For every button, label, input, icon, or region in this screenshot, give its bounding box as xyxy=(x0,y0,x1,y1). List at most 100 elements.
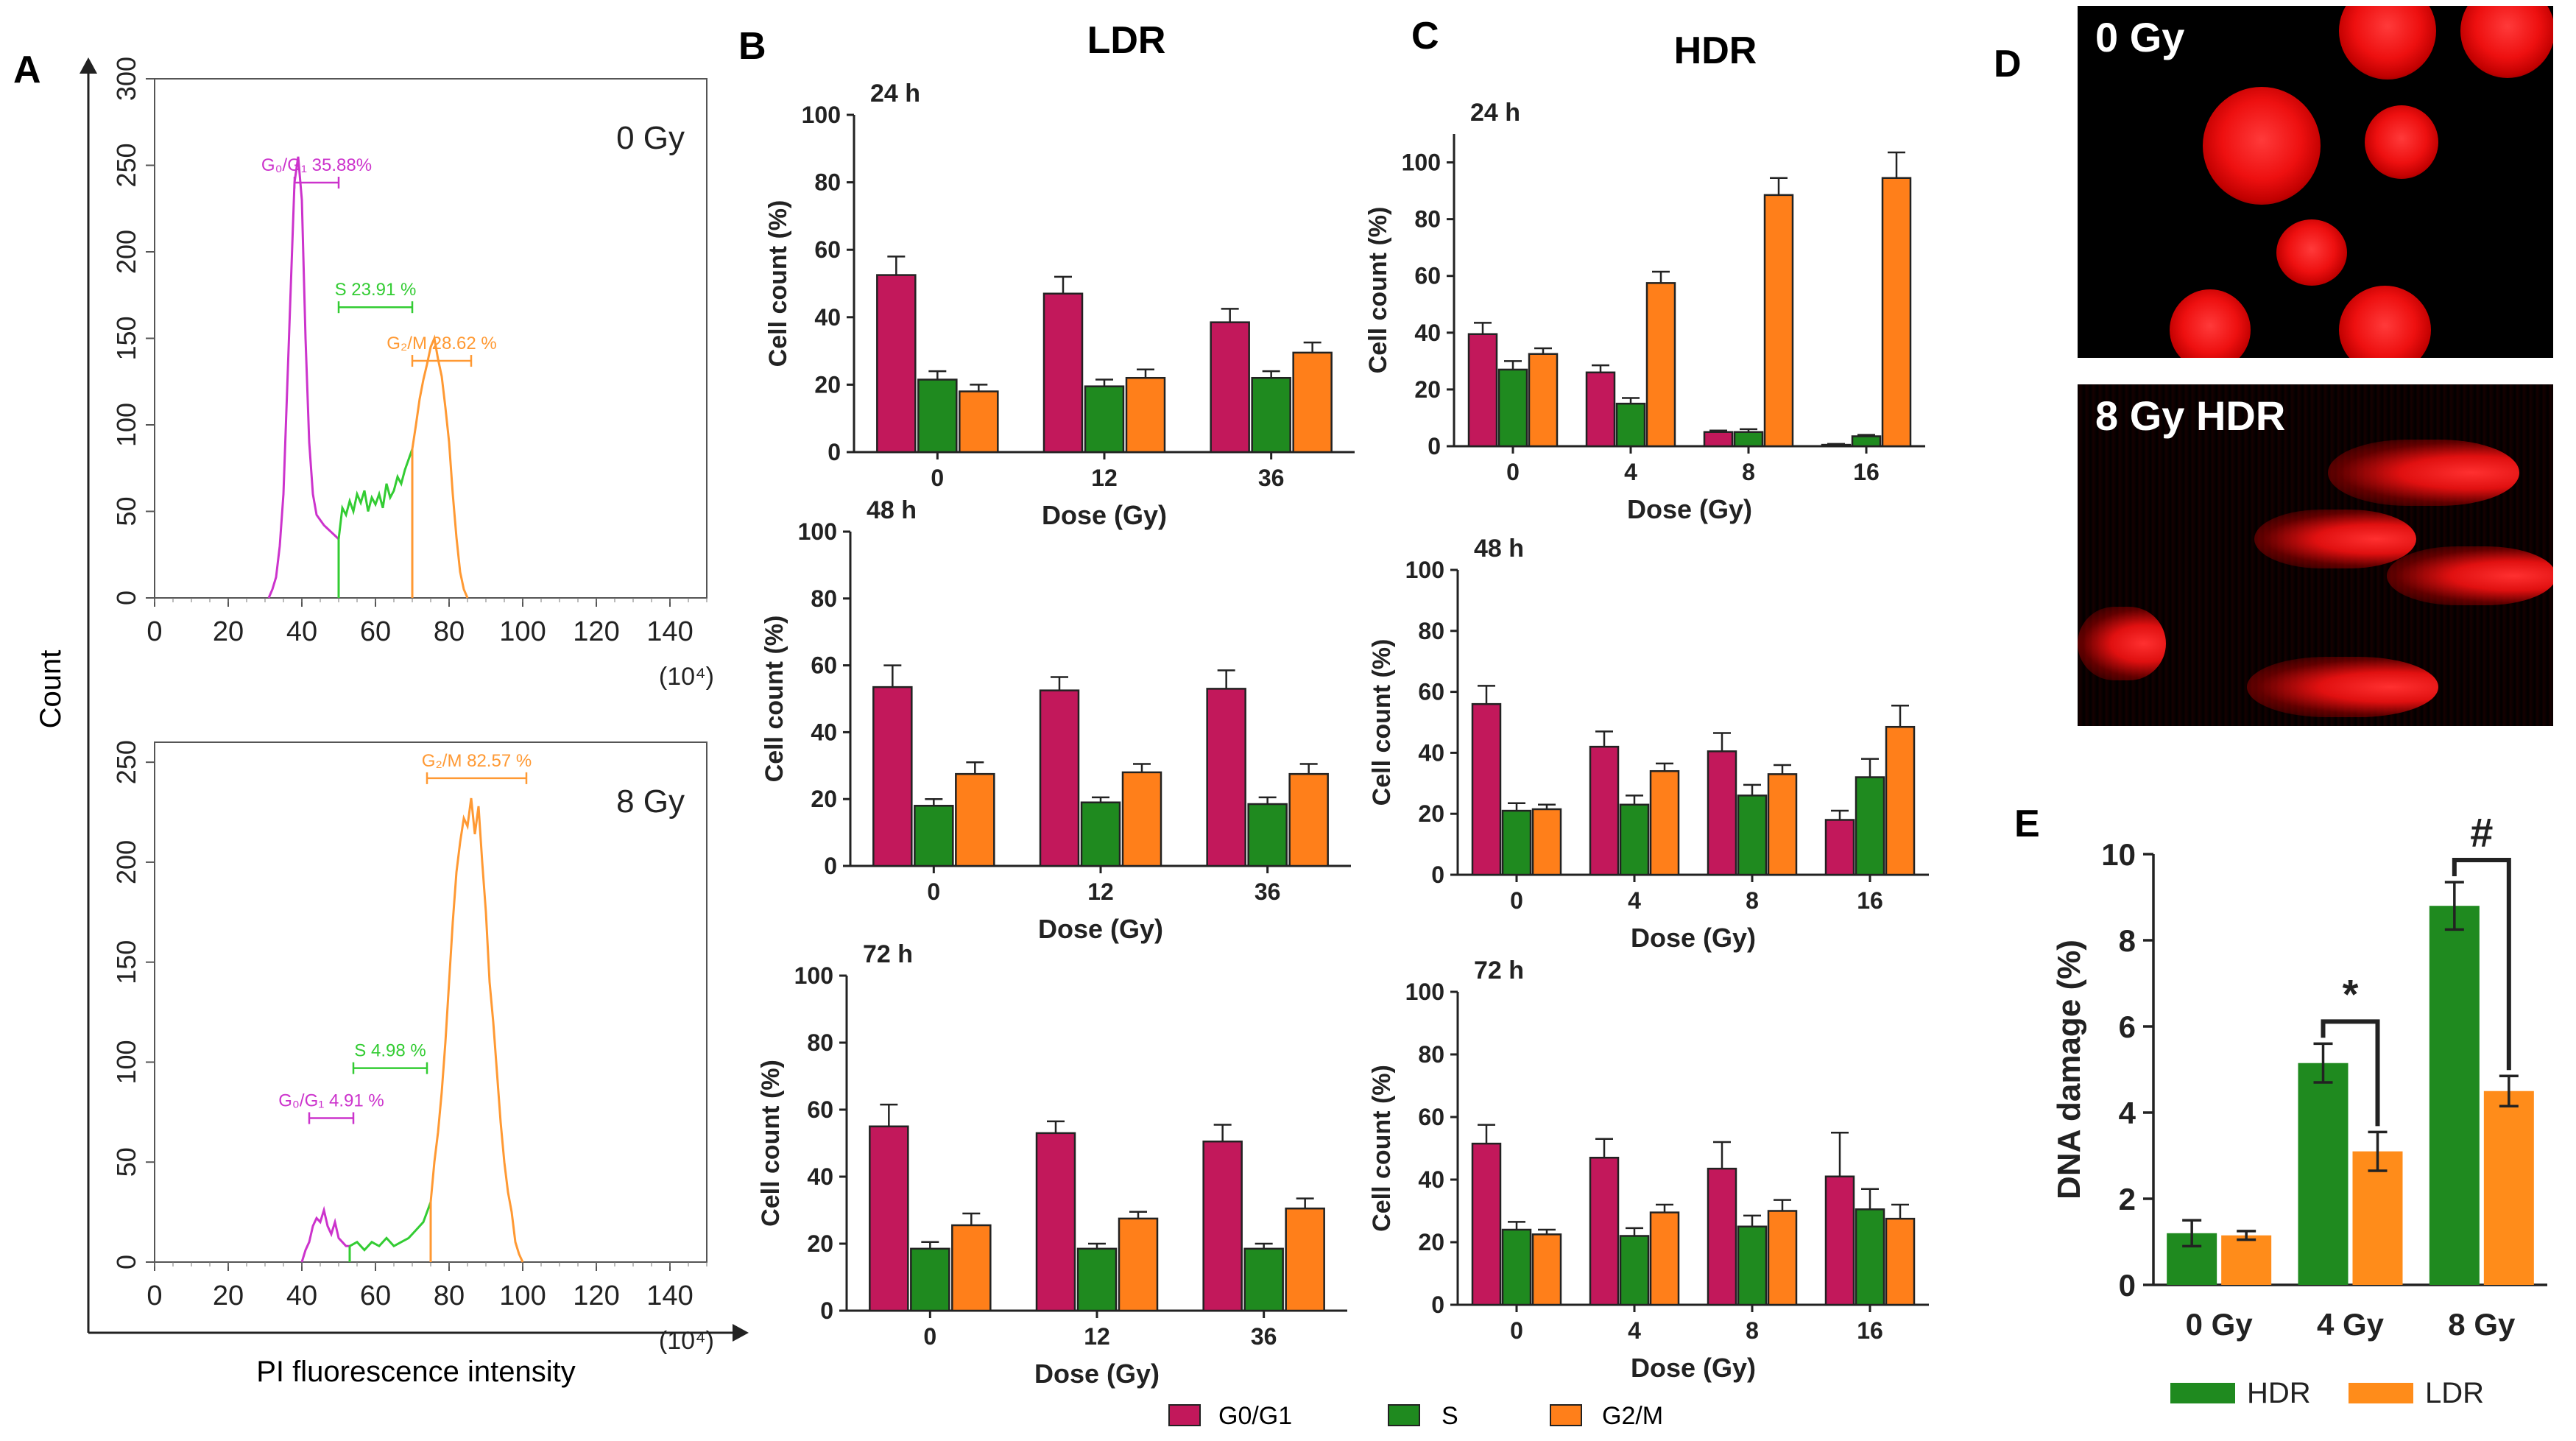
hist-gate-label: G₀/G₁ 35.88% xyxy=(261,155,372,175)
hist-y-arrow-icon xyxy=(80,57,97,74)
bar-s xyxy=(1501,1228,1532,1306)
bar-g2m xyxy=(955,772,995,867)
dna-x-tick-label: 4 Gy xyxy=(2317,1307,2385,1342)
hist-x-tick-label: 60 xyxy=(360,616,391,647)
comet-cell xyxy=(2328,440,2519,506)
bar-y-label: Cell count (%) xyxy=(764,200,792,367)
hist-y-tick-label: 100 xyxy=(111,1040,141,1084)
comet-cell xyxy=(2387,546,2553,605)
bar-chart-title: 72 h xyxy=(863,940,913,968)
bar-chart-title: 24 h xyxy=(870,80,920,108)
dna-legend-swatch-hdr xyxy=(2170,1383,2235,1403)
cell-nucleus xyxy=(2276,219,2347,286)
hist-x-tick-label: 120 xyxy=(573,1280,619,1311)
bar-g2m xyxy=(1121,771,1162,867)
hist-y-tick-label: 150 xyxy=(111,940,141,984)
hist-x-unit: (10⁴) xyxy=(659,1327,714,1355)
bar-y-label: Cell count (%) xyxy=(1368,1065,1396,1232)
bar-g0g1 xyxy=(1821,443,1852,448)
dna-bar-ldr xyxy=(2352,1151,2403,1285)
bar-g2m xyxy=(1649,769,1680,876)
bar-x-tick-label: 16 xyxy=(1857,887,1883,914)
dna-legend-swatch-ldr xyxy=(2349,1383,2413,1403)
hist-series-g2m xyxy=(411,334,469,599)
bar-chart-title: 72 h xyxy=(1474,956,1524,984)
bar-g2m xyxy=(1649,1211,1680,1306)
hist-dose-label: 0 Gy xyxy=(616,120,685,156)
bar-g2m xyxy=(1288,772,1329,867)
bar-g2m xyxy=(1531,1233,1562,1306)
bar-y-tick-label: 40 xyxy=(1414,320,1441,346)
hist-frame xyxy=(154,741,707,1263)
bar-s xyxy=(910,1247,950,1312)
bar-y-tick-label: 60 xyxy=(814,236,841,263)
dna-legend-label-ldr: LDR xyxy=(2425,1377,2484,1409)
bar-s xyxy=(1737,1225,1768,1306)
hist-x-tick-label: 80 xyxy=(434,1280,465,1311)
cell-cycle-legend: G0/G1 S G2/M xyxy=(1168,1402,1663,1430)
bar-g2m xyxy=(1881,177,1912,448)
dna-y-tick-label: 4 xyxy=(2119,1096,2136,1130)
bar-y-tick-label: 60 xyxy=(1418,1104,1444,1130)
hist-x-tick-label: 100 xyxy=(499,616,546,647)
bar-y-tick-label: 80 xyxy=(807,1029,833,1056)
hist-series-g0g1 xyxy=(267,156,340,599)
bar-g0g1 xyxy=(876,274,917,454)
dna-y-tick-label: 6 xyxy=(2119,1010,2136,1044)
legend-swatch-s xyxy=(1388,1404,1420,1426)
panel-label-c: C xyxy=(1411,15,1439,57)
bar-g0g1 xyxy=(1703,431,1734,448)
hdr-title: HDR xyxy=(1674,29,1757,72)
bar-x-label: Dose (Gy) xyxy=(1631,923,1756,953)
bar-x-tick-label: 0 xyxy=(1510,1317,1523,1344)
cell-nucleus xyxy=(2339,6,2436,80)
bar-y-tick-label: 80 xyxy=(1418,1041,1444,1068)
bar-y-tick-label: 80 xyxy=(1418,618,1444,644)
bar-x-tick-label: 36 xyxy=(1258,465,1285,491)
bar-s xyxy=(917,378,958,454)
bar-y-tick-label: 100 xyxy=(798,518,837,545)
comet-cell xyxy=(2247,657,2438,717)
panel-label-e: E xyxy=(2014,803,2040,845)
dna-legend-label-hdr: HDR xyxy=(2247,1377,2311,1409)
dna-x-tick-label: 8 Gy xyxy=(2448,1307,2516,1342)
hist-gate-label: G₂/M 28.62 % xyxy=(387,334,496,353)
bar-s xyxy=(1851,435,1882,448)
dna-y-tick-label: 8 xyxy=(2119,923,2136,958)
hist-y-tick-label: 200 xyxy=(111,840,141,884)
bar-g0g1 xyxy=(1042,292,1084,454)
bar-x-tick-label: 16 xyxy=(1857,1317,1883,1344)
bar-x-tick-label: 4 xyxy=(1628,1317,1641,1344)
bar-y-tick-label: 0 xyxy=(820,1297,833,1324)
bar-y-tick-label: 0 xyxy=(824,853,837,879)
bar-g0g1 xyxy=(1210,321,1250,454)
hist-series-s xyxy=(337,448,414,540)
bar-y-tick-label: 20 xyxy=(811,786,837,812)
bar-y-tick-label: 60 xyxy=(807,1096,833,1123)
hist-y-tick-label: 0 xyxy=(111,591,141,605)
significance-bracket xyxy=(2452,858,2511,1071)
bar-x-tick-label: 12 xyxy=(1084,1323,1110,1350)
bar-x-tick-label: 0 xyxy=(923,1323,936,1350)
dna-y-tick-label: 10 xyxy=(2101,837,2136,872)
micrograph-8gy-hdr: 8 Gy HDR xyxy=(2078,384,2553,726)
significance-bracket xyxy=(2321,1019,2380,1127)
legend-label-s: S xyxy=(1441,1402,1458,1430)
significance-marker: * xyxy=(2343,970,2359,1017)
bar-g2m xyxy=(1118,1217,1159,1312)
bar-chart-hdr-24h: 0 20 40 60 80 100 0 4 8 16 24 h Dose (Gy) Cell count… xyxy=(1364,99,1925,524)
bar-g0g1 xyxy=(1589,745,1620,876)
bar-s xyxy=(1080,801,1121,867)
bar-y-tick-label: 20 xyxy=(814,371,841,398)
bar-chart-ldr-72h: 0 20 40 60 80 100 0 12 36 72 h Dose (Gy) Cell count… xyxy=(757,940,1347,1389)
bar-g0g1 xyxy=(1202,1140,1243,1312)
bar-y-tick-label: 40 xyxy=(1418,1166,1444,1193)
bar-s xyxy=(914,805,954,867)
hist-x-tick-label: 40 xyxy=(286,1280,317,1311)
panel-label-b: B xyxy=(738,25,766,68)
bar-x-tick-label: 4 xyxy=(1624,459,1637,485)
bar-g2m xyxy=(1292,351,1333,454)
bar-x-label: Dose (Gy) xyxy=(1042,500,1167,530)
hist-x-tick-label: 80 xyxy=(434,616,465,647)
dna-y-tick-label: 0 xyxy=(2119,1268,2136,1303)
